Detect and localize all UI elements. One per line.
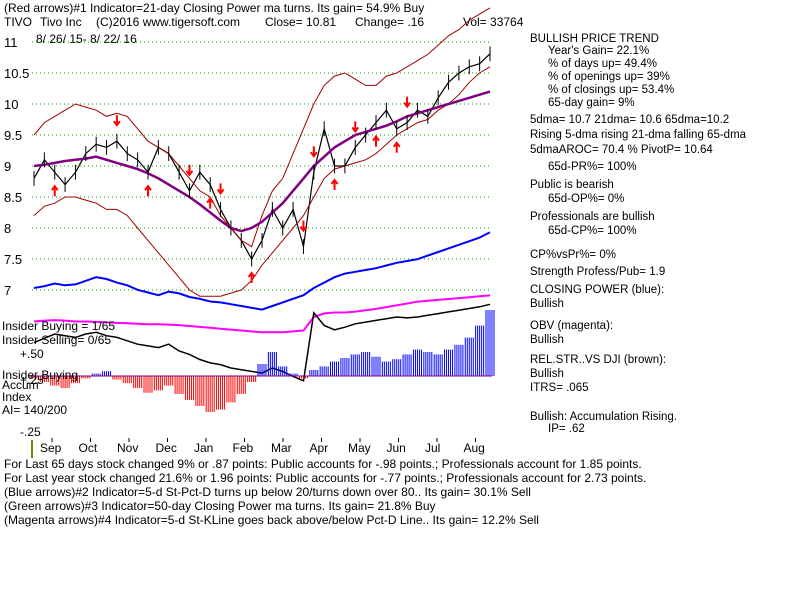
x-tick-label: May: [348, 441, 371, 455]
red-arrow-up: [144, 184, 152, 197]
red-arrow-up: [50, 184, 59, 197]
accum-label-insider: Insider Buying: [2, 368, 79, 382]
accum-tick-label: +.50: [20, 347, 44, 361]
red-arrow-down: [403, 96, 411, 109]
relstr-label: REL.STR..VS DJI (brown):: [530, 354, 667, 366]
footer-line2: For Last year stock changed 21.6% or 1.9…: [4, 471, 647, 485]
footer-line3: (Blue arrows)#2 Indicator=5-d St-Pct-D t…: [4, 485, 531, 499]
red-arrow-up: [330, 178, 339, 190]
x-tick-label: Jan: [194, 441, 213, 455]
y-tick-label: 7: [4, 283, 11, 298]
obv-label: OBV (magenta):: [530, 320, 614, 332]
op-percent: 65d-OP%= 0%: [548, 193, 625, 205]
x-tick-label: Feb: [233, 441, 254, 455]
y-tick-label: 8: [4, 221, 11, 236]
closing-power-label: CLOSING POWER (blue):: [530, 284, 665, 296]
x-tick-label: Aug: [464, 441, 485, 455]
itrs-value: ITRS= .065: [530, 382, 589, 394]
aroc-pivot: 5dmaAROC= 70.4 % PivotP= 10.64: [530, 144, 713, 156]
public-status: Public is bearish: [530, 179, 614, 191]
red-arrow-down: [310, 146, 318, 158]
y-tick-label: 8.5: [4, 190, 22, 205]
footer-line4: (Green arrows)#3 Indicator=50-day Closin…: [4, 499, 436, 513]
x-tick-label: Sep: [40, 441, 62, 455]
red-arrow-down: [351, 121, 360, 134]
header-ticker: TIVO: [4, 15, 33, 29]
red-arrow-up: [206, 196, 214, 209]
accum-label-index: Index: [2, 390, 32, 404]
header-line1: (Red arrows)#1 Indicator=21-day Closing …: [4, 1, 425, 15]
series-lower-band: [33, 66, 491, 297]
red-arrow-up: [392, 141, 401, 153]
x-tick-label: Mar: [271, 441, 292, 455]
footer-line1: For Last 65 days stock changed 9% or .87…: [4, 457, 642, 471]
y-tick-label: 9: [4, 159, 11, 174]
insider-buying-label: Insider Buying = 1/65: [2, 319, 116, 333]
ai-label: AI= 140/200: [2, 403, 68, 417]
accum-label-accum: Accum: [2, 378, 39, 392]
x-tick-label: Nov: [117, 441, 138, 455]
y-tick-label: 11: [4, 35, 18, 50]
accum-tick-label: -.25: [20, 425, 41, 439]
series-upper-band: [33, 7, 491, 248]
accum-status: Bullish: Accumulation Rising.: [530, 411, 678, 423]
cp-percent: 65d-CP%= 100%: [548, 225, 637, 237]
header-change: Change= .16: [355, 15, 425, 29]
footer-line5: (Magenta arrows)#4 Indicator=5-d St-KLin…: [4, 513, 539, 527]
red-arrow-down: [185, 164, 194, 177]
red-arrow-up: [372, 134, 380, 147]
header-company: Tivo Inc: [40, 15, 82, 29]
red-arrow-down: [113, 115, 121, 127]
dma-values: 5dma= 10.7 21dma= 10.6 65dma=10.2: [530, 114, 730, 126]
closing-power-state: Bullish: [530, 298, 564, 310]
y-tick-label: 10: [4, 97, 18, 112]
x-tick-label: Oct: [79, 441, 98, 455]
pr-percent: 65d-PR%= 100%: [548, 161, 637, 173]
days-up: % of days up= 49.4%: [548, 58, 658, 70]
closing-power-line: [33, 231, 491, 311]
x-tick-label: Apr: [310, 441, 329, 455]
closings-up: % of closings up= 53.4%: [548, 84, 675, 96]
openings-up: % of openings up= 39%: [548, 71, 670, 83]
y-tick-label: 10.5: [4, 66, 29, 81]
red-arrow-up: [247, 271, 256, 283]
y-tick-label: 9.5: [4, 128, 22, 143]
x-tick-label: Jun: [387, 441, 406, 455]
red-arrow-down: [216, 183, 225, 196]
trend-title: BULLISH PRICE TREND: [530, 33, 659, 45]
obv-line: [33, 294, 491, 334]
x-tick-label: Dec: [156, 441, 177, 455]
header-date-range: 8/ 26/ 15- 8/ 22/ 16: [36, 32, 137, 46]
header-copyright: (C)2016 www.tigersoft.com: [96, 15, 241, 29]
insider-selling-label: Insider Selling= 0/65: [2, 333, 112, 347]
obv-state: Bullish: [530, 334, 564, 346]
cp-vs-pr: CP%vsPr%= 0%: [530, 249, 616, 261]
y-tick-label: 7.5: [4, 252, 22, 267]
professionals-status: Professionals are bullish: [530, 211, 655, 223]
red-arrow-down: [299, 220, 308, 233]
ip-value: IP= .62: [548, 423, 585, 435]
header-close: Close= 10.81: [265, 15, 337, 29]
header-volume: Vol= 33764: [463, 15, 524, 29]
sixty-five-day-gain: 65-day gain= 9%: [548, 97, 635, 109]
relstr-state: Bullish: [530, 368, 564, 380]
series-price: [33, 53, 491, 261]
x-tick-label: Jul: [425, 441, 440, 455]
dma-rising: Rising 5-dma rising 21-dma falling 65-dm…: [530, 129, 747, 141]
strength-ratio: Strength Profess/Pub= 1.9: [530, 266, 666, 278]
series-65-dma: [33, 90, 491, 233]
years-gain: Year's Gain= 22.1%: [548, 45, 650, 57]
